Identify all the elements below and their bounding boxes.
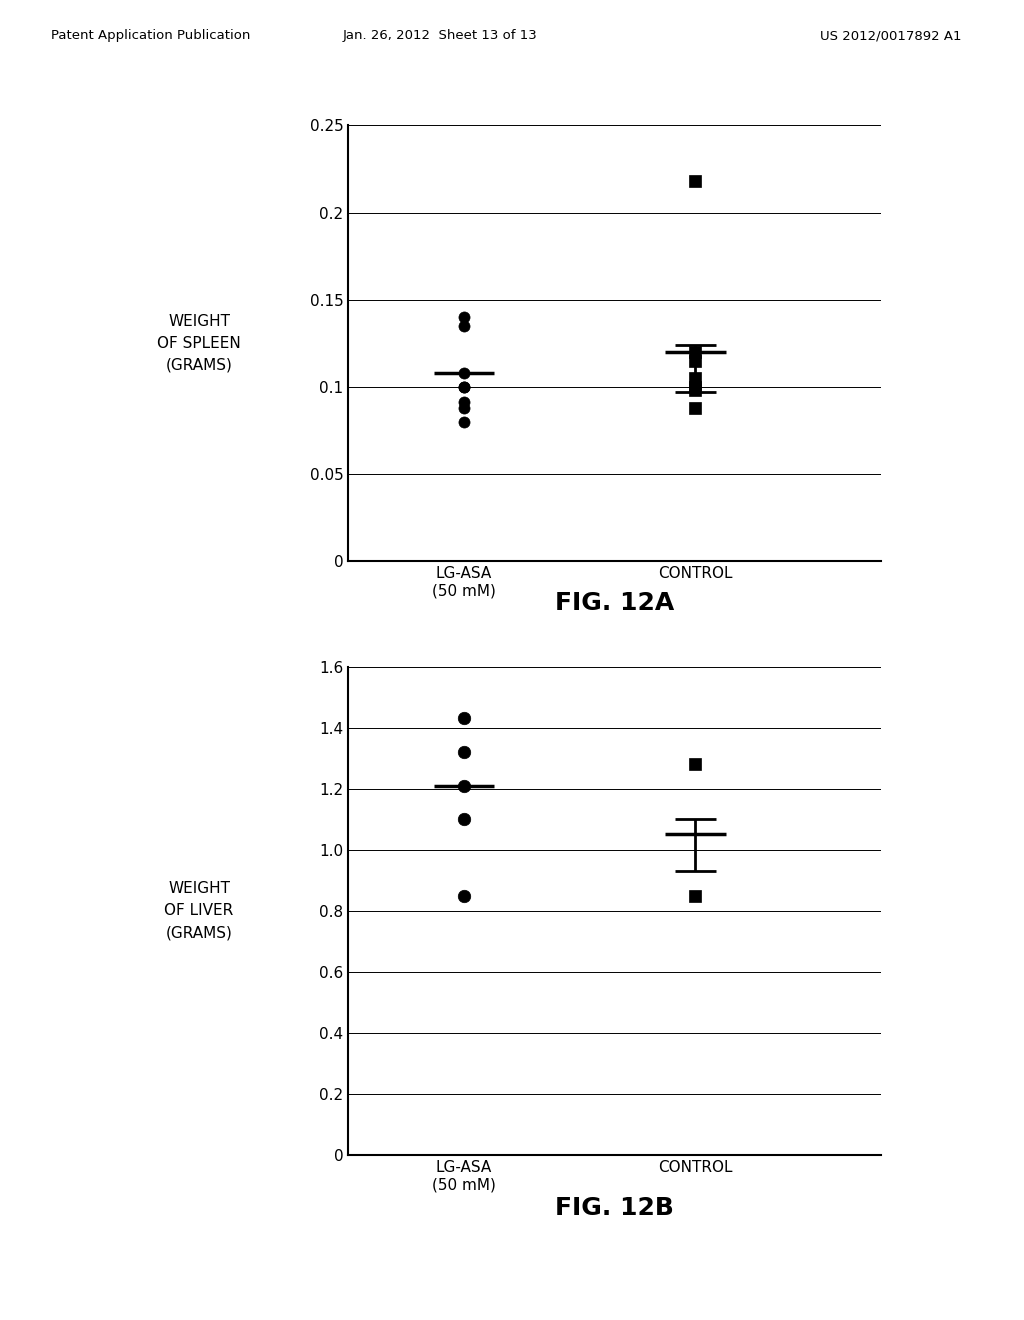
Text: WEIGHT
OF SPLEEN
(GRAMS): WEIGHT OF SPLEEN (GRAMS) [158,314,241,374]
Text: FIG. 12B: FIG. 12B [555,1196,674,1220]
Text: Jan. 26, 2012  Sheet 13 of 13: Jan. 26, 2012 Sheet 13 of 13 [343,29,538,42]
Text: US 2012/0017892 A1: US 2012/0017892 A1 [820,29,962,42]
Text: Patent Application Publication: Patent Application Publication [51,29,251,42]
Text: WEIGHT
OF LIVER
(GRAMS): WEIGHT OF LIVER (GRAMS) [165,882,233,940]
Text: FIG. 12A: FIG. 12A [555,591,674,615]
